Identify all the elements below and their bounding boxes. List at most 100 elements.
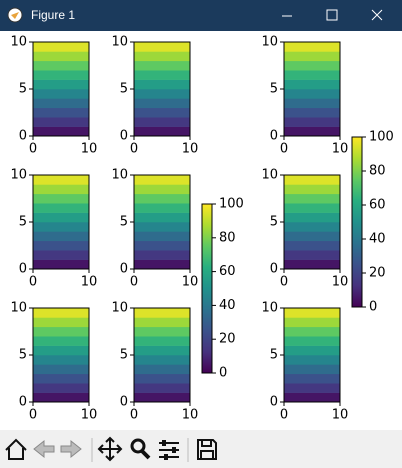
x-tick-label: 10 — [182, 275, 199, 290]
image-row — [33, 203, 89, 213]
image-row — [33, 383, 89, 393]
close-button[interactable] — [371, 9, 383, 21]
y-tick-label: 0 — [270, 395, 278, 410]
y-tick-label: 5 — [19, 348, 27, 363]
image-row — [134, 355, 190, 365]
image-row — [284, 231, 340, 242]
image-row — [134, 383, 190, 393]
y-tick-label: 0 — [270, 262, 278, 277]
image-row — [284, 373, 340, 384]
image-row — [284, 250, 340, 260]
image-row — [134, 51, 190, 62]
colorbar-tick-label: 100 — [219, 197, 244, 212]
image-row — [284, 259, 340, 270]
image-row — [33, 60, 89, 71]
image-row — [134, 308, 190, 318]
y-tick-label: 10 — [10, 35, 27, 50]
y-tick-label: 5 — [270, 215, 278, 230]
image-row — [33, 240, 89, 251]
image-row — [284, 355, 340, 365]
x-tick-label: 0 — [29, 142, 37, 157]
image-row — [134, 222, 190, 232]
x-tick-label: 0 — [130, 142, 138, 157]
image-row — [284, 42, 340, 52]
image-row — [134, 107, 190, 118]
image-row — [33, 392, 89, 403]
image-row — [33, 42, 89, 52]
image-row — [134, 60, 190, 71]
colorbar-tick-label: 40 — [369, 232, 386, 247]
x-tick-label: 10 — [182, 408, 199, 423]
colorbar-tick-label: 100 — [369, 130, 394, 145]
y-tick-label: 5 — [270, 348, 278, 363]
image-row — [33, 107, 89, 118]
image-row — [134, 79, 190, 90]
image-row — [284, 70, 340, 80]
x-tick-label: 10 — [332, 408, 349, 423]
colorbar-tick-label: 80 — [219, 230, 236, 245]
colorbar-tick-label: 60 — [219, 264, 236, 279]
image-row — [284, 203, 340, 213]
x-tick-label: 0 — [29, 275, 37, 290]
image-row — [284, 392, 340, 403]
y-tick-label: 10 — [111, 35, 128, 50]
image-row — [284, 184, 340, 195]
y-tick-label: 5 — [120, 82, 128, 97]
image-row — [33, 89, 89, 99]
image-row — [134, 240, 190, 251]
image-row — [33, 117, 89, 127]
image-row — [33, 250, 89, 260]
image-row — [134, 193, 190, 204]
x-tick-label: 10 — [81, 275, 98, 290]
colorbar-tick-label: 0 — [369, 300, 377, 315]
y-tick-label: 0 — [270, 129, 278, 144]
image-row — [284, 98, 340, 109]
image-row — [33, 193, 89, 204]
image-row — [284, 126, 340, 137]
image-row — [134, 345, 190, 356]
y-tick-label: 10 — [111, 168, 128, 183]
y-tick-label: 5 — [19, 82, 27, 97]
app-icon-mark — [11, 12, 19, 19]
x-tick-label: 0 — [280, 275, 288, 290]
colorbar — [201, 203, 213, 374]
y-tick-label: 10 — [261, 301, 278, 316]
image-row — [134, 212, 190, 223]
home-button[interactable] — [5, 438, 27, 460]
image-row — [134, 317, 190, 328]
image-row — [33, 51, 89, 62]
image-row — [33, 175, 89, 185]
image-row — [284, 345, 340, 356]
image-row — [284, 317, 340, 328]
image-row — [134, 231, 190, 242]
image-row — [134, 126, 190, 137]
image-row — [134, 259, 190, 270]
image-row — [284, 117, 340, 127]
image-row — [33, 373, 89, 384]
zoom-handle — [140, 449, 151, 460]
pan-button[interactable] — [97, 436, 123, 462]
image-row — [33, 345, 89, 356]
image-row — [33, 326, 89, 337]
y-tick-label: 0 — [19, 395, 27, 410]
image-row — [134, 336, 190, 346]
save-button[interactable] — [197, 439, 217, 460]
y-tick-label: 5 — [270, 82, 278, 97]
image-row — [33, 336, 89, 346]
image-row — [134, 70, 190, 80]
image-row — [134, 98, 190, 109]
image-row — [284, 175, 340, 185]
colorbar-tick-label: 40 — [219, 298, 236, 313]
maximize-button[interactable] — [326, 9, 338, 21]
image-row — [33, 79, 89, 90]
back-button[interactable] — [33, 439, 55, 459]
zoom-button[interactable] — [130, 438, 146, 454]
y-tick-label: 10 — [111, 301, 128, 316]
image-row — [33, 231, 89, 242]
image-row — [284, 79, 340, 90]
image-row — [33, 317, 89, 328]
forward-button[interactable] — [60, 439, 82, 459]
x-tick-label: 10 — [332, 142, 349, 157]
image-row — [284, 107, 340, 118]
